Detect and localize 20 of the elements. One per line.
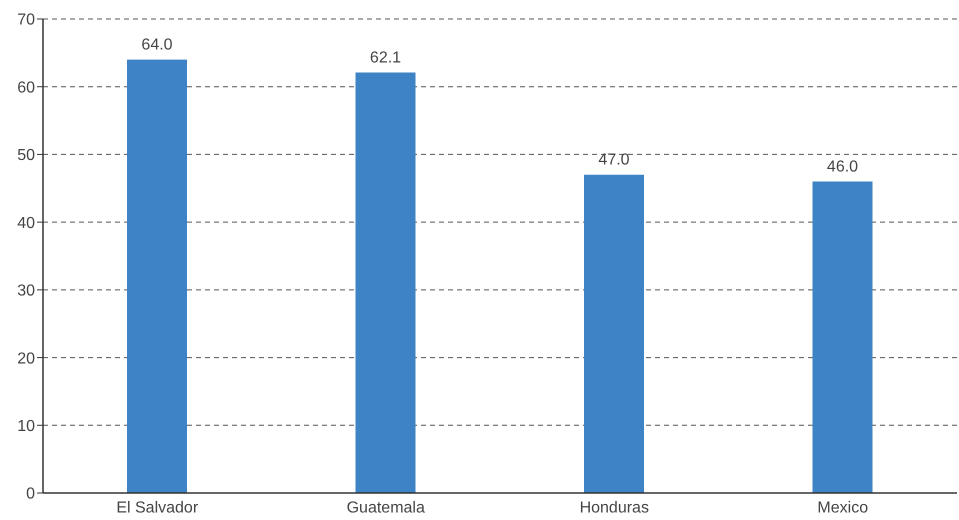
data-label: 46.0 xyxy=(826,158,858,176)
y-tick-label: 40 xyxy=(17,214,36,232)
y-tick-label: 70 xyxy=(17,12,36,29)
y-tick-label: 0 xyxy=(26,486,36,503)
bar xyxy=(584,174,644,493)
x-tick-label: Mexico xyxy=(817,499,868,516)
y-tick-label: 60 xyxy=(17,79,36,96)
y-tick-label: 10 xyxy=(17,418,36,435)
bar xyxy=(812,182,872,493)
y-tick-label: 20 xyxy=(17,350,36,368)
bar xyxy=(127,60,187,493)
x-tick-label: Guatemala xyxy=(346,499,425,516)
data-label: 47.0 xyxy=(598,152,630,169)
x-tick-label: El Salvador xyxy=(116,499,199,516)
x-tick-label: Honduras xyxy=(580,499,649,516)
data-label: 64.0 xyxy=(141,36,173,54)
bar xyxy=(356,72,416,493)
y-tick-label: 50 xyxy=(17,147,36,164)
data-label: 62.1 xyxy=(370,49,402,66)
y-tick-label: 30 xyxy=(17,282,36,300)
